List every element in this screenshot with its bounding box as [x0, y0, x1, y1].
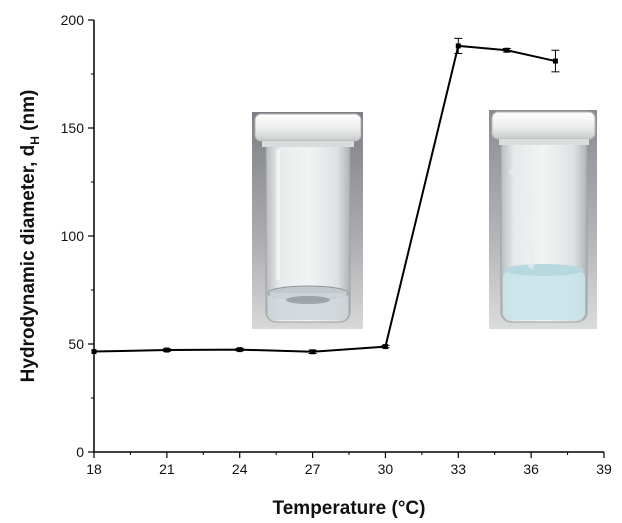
data-point [455, 43, 461, 49]
y-tick-label: 100 [61, 228, 85, 244]
x-tick-label: 30 [378, 461, 394, 477]
x-ticks: 18 21 24 27 30 33 36 39 [86, 452, 612, 477]
data-point [504, 47, 510, 53]
y-axis-title-subscript: H [28, 136, 42, 145]
y-axis-title-unit: (nm) [18, 90, 39, 136]
data-point [552, 58, 558, 64]
y-ticks: 0 50 100 150 200 [61, 12, 94, 460]
x-tick-label: 27 [305, 461, 321, 477]
data-point [164, 347, 170, 353]
inset-vial-turbid [489, 110, 597, 329]
y-tick-label: 50 [68, 336, 84, 352]
x-tick-label: 33 [450, 461, 466, 477]
series-line [93, 44, 556, 353]
y-tick-label: 150 [61, 120, 85, 136]
x-tick-label: 24 [232, 461, 248, 477]
x-tick-label: 21 [159, 461, 175, 477]
data-point [91, 349, 97, 355]
inset-vial-clear [252, 112, 363, 329]
data-point [237, 347, 243, 353]
x-tick-label: 18 [86, 461, 102, 477]
series [91, 37, 560, 355]
y-axis-title: Hydrodynamic diameter, dH (nm) [18, 90, 42, 383]
data-point [310, 349, 316, 355]
y-axis-title-main: Hydrodynamic diameter, d [18, 145, 39, 383]
y-tick-label: 0 [76, 444, 84, 460]
x-axis-title: Temperature (°C) [273, 498, 426, 519]
x-tick-label: 36 [523, 461, 539, 477]
x-tick-label: 39 [596, 461, 612, 477]
data-point [382, 344, 388, 350]
y-tick-label: 200 [61, 12, 85, 28]
